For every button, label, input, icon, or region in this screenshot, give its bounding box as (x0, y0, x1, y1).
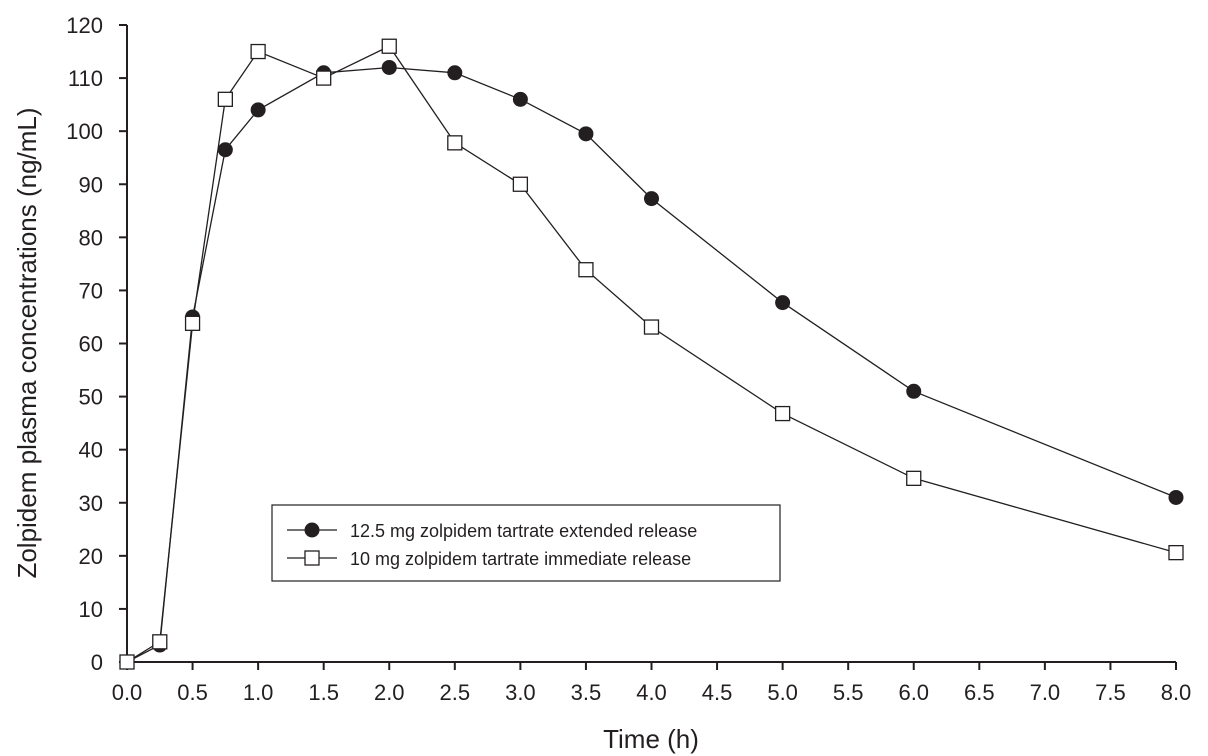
x-tick-label: 8.0 (1161, 680, 1192, 705)
data-point-immediate-release (217, 91, 233, 107)
series-group (119, 38, 1184, 670)
x-tick-label: 5.5 (833, 680, 864, 705)
data-point-extended-release (1168, 489, 1184, 505)
x-tick-label: 7.0 (1030, 680, 1061, 705)
data-point-immediate-release (774, 405, 791, 422)
data-point-extended-release (775, 295, 791, 311)
legend-label-extended-release: 12.5 mg zolpidem tartrate extended relea… (350, 521, 697, 541)
series-1 (119, 38, 1184, 670)
x-tick-label: 0.0 (112, 680, 143, 705)
legend-label-immediate-release: 10 mg zolpidem tartrate immediate releas… (350, 549, 691, 569)
series-line (126, 45, 1177, 663)
y-tick-label: 0 (91, 650, 103, 675)
x-tick-label: 1.5 (308, 680, 339, 705)
data-point-immediate-release (1168, 544, 1184, 561)
data-point-extended-release (578, 126, 594, 142)
x-tick-label: 3.5 (571, 680, 602, 705)
data-point-immediate-release (512, 176, 529, 192)
x-tick-label: 0.5 (177, 680, 208, 705)
x-tick-label: 1.0 (243, 680, 274, 705)
x-tick-label: 7.5 (1095, 680, 1126, 705)
x-tick-label: 4.5 (702, 680, 733, 705)
y-axis-title: Zolpidem plasma concentrations (ng/mL) (12, 107, 42, 578)
x-tick-label: 2.5 (440, 680, 471, 705)
y-tick-label: 80 (79, 225, 103, 250)
data-point-immediate-release (906, 470, 922, 486)
data-point-immediate-release (447, 135, 463, 151)
legend-marker-extended-release (304, 522, 320, 538)
data-point-extended-release (906, 383, 922, 399)
legend-box (271, 504, 781, 582)
data-point-immediate-release (184, 315, 201, 331)
y-tick-label: 70 (79, 278, 103, 303)
x-tick-label: 6.5 (964, 680, 995, 705)
y-ticks: 0 10 20 30 40 50 60 70 80 90 100 110 120 (66, 13, 127, 675)
data-point-immediate-release (381, 38, 397, 54)
x-axis-title: Time (h) (603, 724, 699, 754)
data-point-extended-release (250, 102, 266, 118)
x-tick-label: 4.0 (636, 680, 667, 705)
y-tick-label: 40 (79, 438, 103, 463)
data-point-extended-release (381, 59, 397, 75)
x-tick-label: 2.0 (374, 680, 405, 705)
data-point-extended-release (217, 142, 233, 158)
data-point-immediate-release (250, 43, 266, 60)
y-tick-label: 100 (66, 119, 103, 144)
data-point-immediate-release (578, 262, 594, 278)
legend-marker-immediate-release (304, 550, 320, 566)
x-tick-label: 6.0 (898, 680, 929, 705)
data-point-immediate-release (152, 634, 168, 650)
data-point-extended-release (644, 191, 659, 207)
y-tick-label: 30 (79, 491, 103, 516)
data-point-extended-release (512, 91, 528, 107)
x-tick-label: 3.0 (505, 680, 536, 705)
x-tick-label: 5.0 (767, 680, 798, 705)
legend: 12.5 mg zolpidem tartrate extended relea… (271, 504, 781, 582)
y-tick-label: 50 (79, 385, 103, 410)
data-point-immediate-release (643, 319, 660, 335)
y-tick-label: 20 (79, 544, 103, 569)
y-tick-label: 90 (79, 172, 103, 197)
data-point-extended-release (447, 65, 463, 81)
y-tick-label: 60 (79, 332, 103, 357)
x-ticks: 0.0 0.5 1.0 1.5 2.0 2.5 3.0 3.5 4.0 4.5 5.0 5.5 6.0 6… (112, 662, 1192, 705)
data-point-immediate-release (119, 654, 135, 670)
y-tick-label: 120 (66, 13, 103, 38)
y-tick-label: 10 (79, 597, 103, 622)
y-tick-label: 110 (68, 66, 103, 91)
data-point-immediate-release (316, 70, 332, 86)
